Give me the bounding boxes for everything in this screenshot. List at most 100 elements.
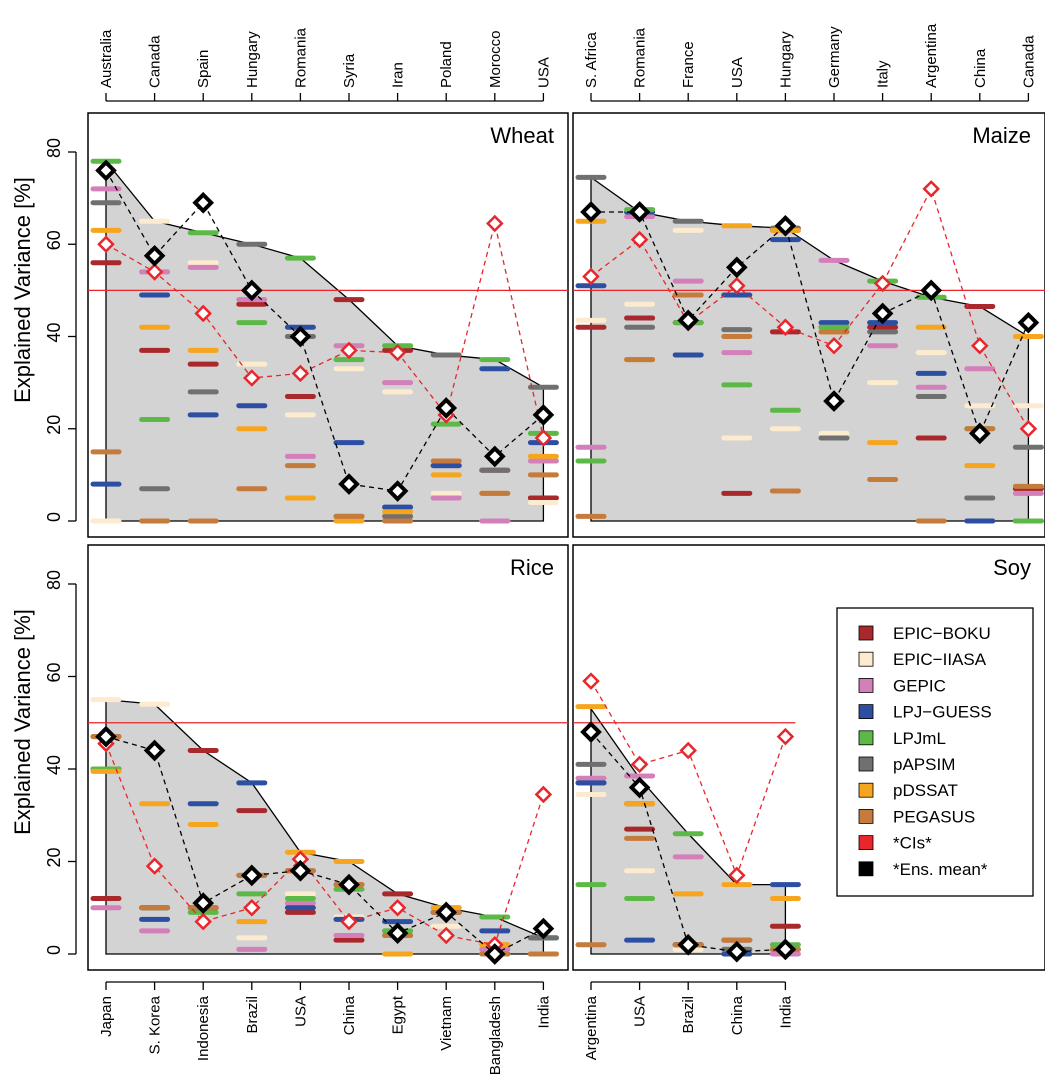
- x-tick-label: China: [341, 995, 358, 1035]
- ens-mean-point: [386, 922, 409, 945]
- panel-title: Wheat: [490, 123, 554, 148]
- y-axis-title-top: Explained Variance [%]: [10, 177, 35, 403]
- x-tick-label: Brazil: [244, 996, 261, 1034]
- x-tick-label: S. Africa: [583, 31, 600, 88]
- ens-mean-point: [823, 390, 845, 412]
- y-tick-label: 20: [44, 415, 64, 435]
- ens-mean-point: [968, 422, 991, 445]
- x-tick-label: Morocco: [487, 30, 504, 88]
- cis-point: [97, 235, 115, 254]
- y-axis: 0 20 40 60 80: [44, 138, 77, 522]
- panel-0: Wheat Australia Canada Spain Hungary Romania S…: [44, 27, 569, 538]
- legend-label: *CIs*: [893, 834, 932, 853]
- y-tick-label: 80: [44, 138, 64, 158]
- legend-label: EPIC−BOKU: [893, 624, 991, 643]
- cis-point: [1019, 419, 1038, 438]
- x-tick-label: Hungary: [777, 31, 794, 88]
- x-tick-label: Egypt: [390, 995, 407, 1034]
- x-axis: Australia Canada Spain Hungary Romania Syria I…: [98, 27, 552, 102]
- ens-mean-point: [774, 938, 797, 961]
- ens-mean-point: [289, 325, 312, 348]
- cis-point: [243, 369, 261, 387]
- ens-mean-point: [871, 302, 894, 325]
- cis-point: [922, 180, 940, 198]
- x-tick-label: Spain: [195, 50, 212, 88]
- cis-point: [388, 898, 407, 917]
- cis-point: [776, 318, 795, 337]
- y-tick-label: 60: [44, 230, 64, 250]
- ens-mean-point: [289, 859, 312, 882]
- panel-title: Soy: [993, 555, 1031, 580]
- cis-point: [534, 429, 553, 447]
- y-tick-label: 0: [44, 512, 64, 522]
- legend-label: pAPSIM: [893, 755, 955, 774]
- legend-label: pDSSAT: [893, 781, 958, 800]
- y-axis-title-bottom: Explained Variance [%]: [10, 609, 35, 835]
- ens-mean-point: [532, 917, 555, 940]
- ens-mean-point: [677, 933, 700, 956]
- y-tick-label: 20: [44, 847, 64, 867]
- ens-mean-point: [95, 725, 117, 748]
- x-tick-label: Argentina: [583, 995, 600, 1060]
- ens-mean-point: [386, 480, 409, 502]
- ens-mean-point: [628, 201, 651, 223]
- cis-point: [776, 727, 795, 746]
- ens-mean-point: [628, 776, 651, 799]
- cis-point: [145, 857, 164, 875]
- cis-point: [243, 898, 261, 917]
- ens-mean-point: [774, 214, 797, 237]
- x-tick-label: Iran: [390, 62, 407, 88]
- x-tick-label: Romania: [632, 27, 649, 88]
- x-tick-label: Bangladesh: [487, 996, 504, 1075]
- y-axis: 0 20 40 60 80: [44, 570, 77, 955]
- x-tick-label: Canada: [147, 35, 164, 88]
- y-tick-label: 60: [44, 662, 64, 682]
- ens-mean-point: [338, 873, 360, 896]
- cis-point: [534, 785, 553, 804]
- x-tick-label: Argentina: [923, 23, 940, 88]
- x-tick-label: China: [972, 48, 989, 88]
- x-axis: Argentina USA Brazil China India: [583, 981, 794, 1060]
- legend-swatch: [858, 756, 874, 772]
- ens-mean-point: [580, 721, 602, 743]
- legend-swatch: [858, 861, 874, 877]
- x-tick-label: USA: [535, 57, 552, 88]
- ens-mean-point: [143, 244, 166, 267]
- x-tick-label: Romania: [292, 27, 309, 88]
- x-tick-label: Brazil: [680, 996, 697, 1034]
- cis-point: [582, 672, 600, 690]
- ens-mean-point: [338, 473, 360, 495]
- ens-mean-point: [143, 739, 166, 762]
- ens-mean-line: [105, 735, 544, 955]
- x-tick-label: India: [535, 995, 552, 1028]
- ens-mean-point: [1017, 311, 1040, 334]
- ens-mean-point: [95, 159, 117, 182]
- cis-line: [590, 187, 1029, 430]
- ens-mean-point: [920, 279, 943, 302]
- cis-point: [194, 912, 212, 931]
- ens-mean-point: [532, 404, 555, 426]
- ens-mean-point: [435, 397, 458, 419]
- legend-swatch: [858, 809, 874, 824]
- x-tick-label: Poland: [438, 41, 455, 88]
- x-axis: Japan S. Korea Indonesia Brazil USA China Egyp…: [98, 981, 552, 1075]
- x-tick-label: Syria: [341, 53, 358, 88]
- cis-point: [630, 755, 649, 774]
- cis-point: [728, 866, 746, 885]
- cis-point: [437, 926, 455, 945]
- y-axis-title-bottom-text: Explained Variance [%]: [10, 609, 35, 835]
- x-axis: S. Africa Romania France USA Hungary Germany I…: [583, 23, 1037, 102]
- legend-label: LPJmL: [893, 729, 946, 748]
- y-axis-title-top-text: Explained Variance [%]: [10, 177, 35, 403]
- ens-mean-line: [105, 170, 544, 492]
- x-tick-label: India: [777, 995, 794, 1028]
- x-tick-label: Vietnam: [438, 996, 455, 1051]
- ens-mean-point: [725, 940, 748, 963]
- panel-2: Rice Japan S. Korea Indonesia Brazil USA China…: [44, 544, 569, 1075]
- cis-point: [291, 364, 310, 383]
- cis-point: [145, 263, 164, 281]
- panel-title: Rice: [510, 555, 554, 580]
- ens-mean-point: [240, 279, 263, 302]
